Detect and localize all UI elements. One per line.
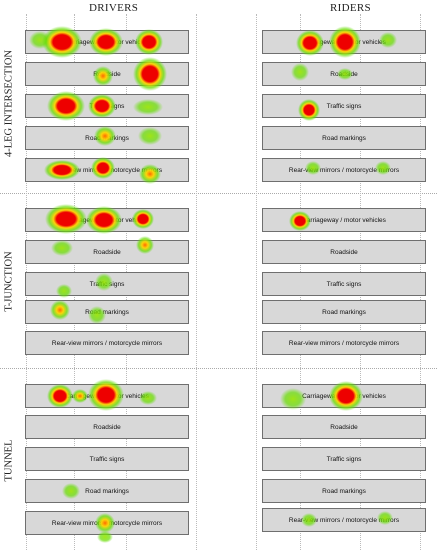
aoi-carriageway: Carriageway / motor vehicles (25, 384, 189, 408)
aoi-rear-view-mirrors: Rear-view mirrors / motorcycle mirrors (25, 511, 189, 535)
aoi-traffic-signs: Traffic signs (262, 272, 426, 296)
grid-line (196, 14, 197, 550)
aoi-carriageway: Carriageway / motor vehicles (25, 208, 189, 232)
aoi-rear-view-mirrors: Rear-view mirrors / motorcycle mirrors (262, 158, 426, 182)
aoi-roadside: Roadside (262, 62, 426, 86)
aoi-traffic-signs: Traffic signs (25, 447, 189, 471)
aoi-roadside: Roadside (25, 415, 189, 439)
grid-line (256, 14, 257, 550)
aoi-carriageway: Carriageway / motor vehicles (25, 30, 189, 54)
aoi-carriageway: Carriageway / motor vehicles (262, 208, 426, 232)
aoi-rear-view-mirrors: Rear-view mirrors / motorcycle mirrors (262, 508, 426, 532)
aoi-carriageway: Carriageway / motor vehicles (262, 30, 426, 54)
aoi-rear-view-mirrors: Rear-view mirrors / motorcycle mirrors (25, 331, 189, 355)
riders-column-header: RIDERS (330, 2, 371, 14)
section-label-tunnel: TUNNEL (3, 439, 15, 482)
aoi-road-markings: Road markings (262, 479, 426, 503)
aoi-traffic-signs: Traffic signs (262, 94, 426, 118)
aoi-road-markings: Road markings (262, 300, 426, 324)
aoi-roadside: Roadside (262, 240, 426, 264)
section-label-4-leg-intersection: 4-LEG INTERSECTION (3, 49, 15, 158)
aoi-rear-view-mirrors: Rear-view mirrors / motorcycle mirrors (262, 331, 426, 355)
aoi-road-markings: Road markings (25, 300, 189, 324)
aoi-road-markings: Road markings (25, 479, 189, 503)
section-divider (0, 368, 437, 369)
drivers-column-header: DRIVERS (89, 2, 139, 14)
aoi-traffic-signs: Traffic signs (262, 447, 426, 471)
aoi-traffic-signs: Traffic signs (25, 94, 189, 118)
aoi-roadside: Roadside (25, 240, 189, 264)
aoi-road-markings: Road markings (25, 126, 189, 150)
aoi-traffic-signs: Traffic signs (25, 272, 189, 296)
section-label-t-junction: T-JUNCTION (3, 251, 15, 312)
aoi-road-markings: Road markings (262, 126, 426, 150)
section-divider (0, 193, 437, 194)
aoi-carriageway: Carriageway / motor vehicles (262, 384, 426, 408)
aoi-roadside: Roadside (25, 62, 189, 86)
aoi-roadside: Roadside (262, 415, 426, 439)
aoi-rear-view-mirrors: Rear-view mirrors / motorcycle mirrors (25, 158, 189, 182)
